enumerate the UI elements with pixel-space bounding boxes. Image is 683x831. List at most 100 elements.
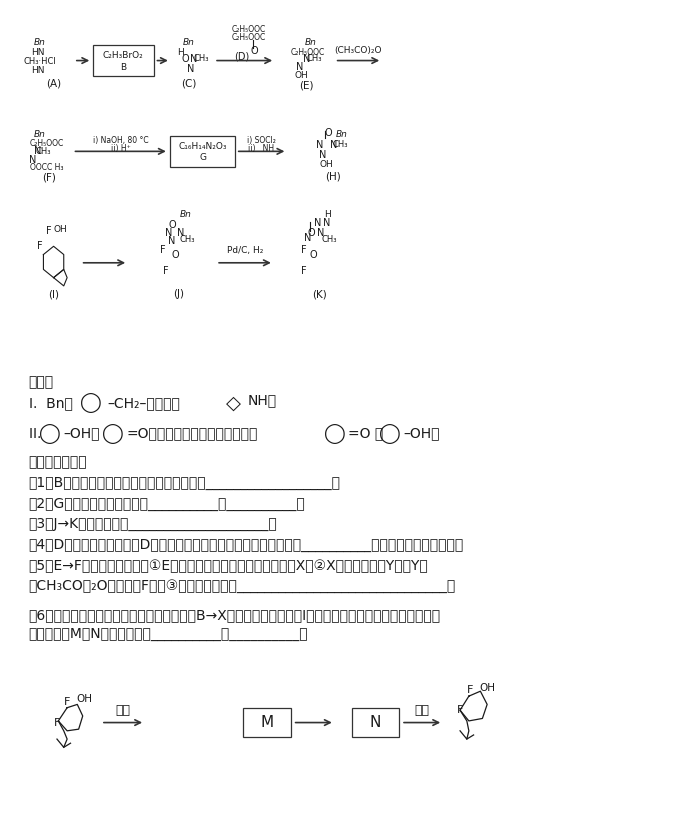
Text: CH₃: CH₃	[322, 235, 337, 244]
Text: OOCC H₃: OOCC H₃	[30, 164, 64, 172]
Text: F: F	[163, 266, 168, 276]
Text: –OH。: –OH。	[404, 426, 441, 440]
Text: ii) H⁺: ii) H⁺	[111, 144, 130, 153]
Text: CH₃: CH₃	[307, 54, 322, 63]
Text: 去）。其中M和N的结构简式为__________和__________。: 去）。其中M和N的结构简式为__________和__________。	[29, 627, 308, 642]
Text: B: B	[120, 62, 126, 71]
Text: O: O	[307, 228, 315, 238]
Text: N: N	[169, 236, 176, 246]
Text: (A): (A)	[46, 79, 61, 89]
Text: F: F	[301, 244, 307, 254]
Text: 回答下列问题：: 回答下列问题：	[29, 455, 87, 470]
Text: ii)   NH: ii) NH	[249, 144, 275, 153]
FancyBboxPatch shape	[243, 708, 291, 737]
Text: OH: OH	[294, 71, 308, 80]
Text: H: H	[177, 48, 184, 57]
Text: ◯: ◯	[102, 424, 124, 444]
Text: （3）J→K的反应类型为____________________。: （3）J→K的反应类型为____________________。	[29, 518, 277, 532]
Text: （CH₃CO）₂O反应生成F。第③步化学方程式为______________________________。: （CH₃CO）₂O反应生成F。第③步化学方程式为________________…	[29, 579, 456, 593]
Text: HN: HN	[31, 66, 44, 75]
Text: F: F	[38, 241, 43, 251]
Text: （5）E→F转化可能分三步：①E分子内的和咀唆环与罧基反应生成X；②X快速异构化为Y；图Y与: （5）E→F转化可能分三步：①E分子内的和咀唆环与罧基反应生成X；②X快速异构化…	[29, 558, 428, 573]
Text: N: N	[304, 233, 311, 243]
Text: OH: OH	[76, 695, 92, 705]
Text: C₂H₅OOC: C₂H₅OOC	[291, 48, 325, 57]
Text: N: N	[316, 140, 324, 150]
Text: （1）B中含氧官能团只有醉基，其结构简式为__________________。: （1）B中含氧官能团只有醉基，其结构简式为__________________。	[29, 476, 341, 490]
Text: CH₃: CH₃	[333, 140, 348, 150]
Text: F: F	[467, 685, 473, 695]
Text: OH: OH	[479, 683, 495, 693]
Text: 氧化: 氧化	[116, 704, 131, 716]
Text: –CH₂–，咪唑为: –CH₂–，咪唑为	[108, 396, 181, 411]
Text: Bn: Bn	[180, 210, 192, 219]
Text: O: O	[182, 54, 189, 64]
Text: CH₃: CH₃	[36, 147, 51, 156]
Text: O: O	[251, 46, 259, 56]
Text: i) NaOH, 80 °C: i) NaOH, 80 °C	[93, 136, 148, 145]
Text: I.  Bn为: I. Bn为	[29, 396, 72, 411]
Text: (J): (J)	[173, 289, 184, 299]
Text: O: O	[309, 249, 317, 259]
Text: N: N	[29, 155, 36, 165]
Text: F: F	[457, 706, 463, 715]
Text: (K): (K)	[312, 289, 327, 299]
Text: (C): (C)	[182, 79, 197, 89]
Text: ◯: ◯	[324, 424, 346, 444]
Text: OH: OH	[320, 160, 333, 169]
Text: NH；: NH；	[248, 394, 277, 408]
Text: i) SOCl₂: i) SOCl₂	[247, 136, 276, 145]
Text: HN: HN	[31, 48, 44, 57]
FancyBboxPatch shape	[352, 708, 399, 737]
Text: OH: OH	[53, 225, 67, 234]
Text: O: O	[324, 128, 332, 138]
Text: (E): (E)	[299, 81, 313, 91]
Text: O: O	[168, 220, 176, 230]
Text: F: F	[301, 266, 307, 276]
Text: F: F	[64, 697, 70, 707]
Text: Bn: Bn	[183, 38, 195, 47]
Text: G: G	[199, 154, 206, 163]
Text: N: N	[165, 228, 172, 238]
Text: C₂H₅OOC: C₂H₅OOC	[232, 25, 266, 34]
Text: C₂H₅OOC: C₂H₅OOC	[30, 139, 64, 148]
Text: Bn: Bn	[34, 130, 46, 140]
Text: CH₃·HCl: CH₃·HCl	[24, 57, 57, 66]
Text: N: N	[330, 140, 337, 150]
Text: 已知：: 已知：	[29, 376, 54, 390]
FancyBboxPatch shape	[93, 45, 154, 76]
Text: （6）苯环具有与和咀唆环类似的性质。参考B→X的转化，设计化合物I的合成路线如下（部分反应条件已略: （6）苯环具有与和咀唆环类似的性质。参考B→X的转化，设计化合物I的合成路线如下…	[29, 608, 441, 622]
Text: C₁₆H₁₄N₂O₃: C₁₆H₁₄N₂O₃	[178, 142, 227, 151]
Text: M: M	[260, 715, 274, 730]
Text: N: N	[370, 715, 381, 730]
Text: N: N	[323, 219, 331, 229]
Text: N: N	[296, 62, 303, 72]
Text: (F): (F)	[42, 173, 56, 183]
Text: F: F	[160, 244, 165, 254]
Text: （4）D的同分异构体中，与D官能团完全相同，且水解生成丙二酸的有__________种（不考虑立体异构）。: （4）D的同分异构体中，与D官能团完全相同，且水解生成丙二酸的有________…	[29, 538, 464, 552]
Text: =O不稳定，能分别快速异构化为: =O不稳定，能分别快速异构化为	[126, 426, 257, 440]
Text: O: O	[171, 249, 180, 259]
FancyBboxPatch shape	[171, 135, 235, 167]
Text: CH₃: CH₃	[193, 54, 209, 63]
Text: N: N	[34, 146, 42, 156]
Text: Bn: Bn	[34, 38, 46, 47]
Text: ◯: ◯	[80, 393, 102, 413]
Text: 还原: 还原	[414, 704, 429, 716]
Text: F: F	[54, 717, 60, 728]
Text: Bn: Bn	[335, 130, 348, 140]
Text: –OH和: –OH和	[64, 426, 100, 440]
Text: H: H	[324, 210, 331, 219]
Text: N: N	[314, 219, 322, 229]
Text: Pd/C, H₂: Pd/C, H₂	[227, 246, 264, 255]
Text: C₂H₃BrO₂: C₂H₃BrO₂	[103, 51, 143, 60]
Text: N: N	[303, 54, 310, 64]
Text: N: N	[178, 228, 184, 238]
Text: ◇: ◇	[225, 394, 240, 413]
Text: (D): (D)	[234, 52, 249, 61]
Text: Bn: Bn	[305, 38, 317, 47]
Text: CH₃: CH₃	[180, 235, 195, 244]
Text: F: F	[46, 226, 52, 237]
Text: N: N	[318, 228, 325, 238]
Text: N: N	[190, 54, 197, 64]
